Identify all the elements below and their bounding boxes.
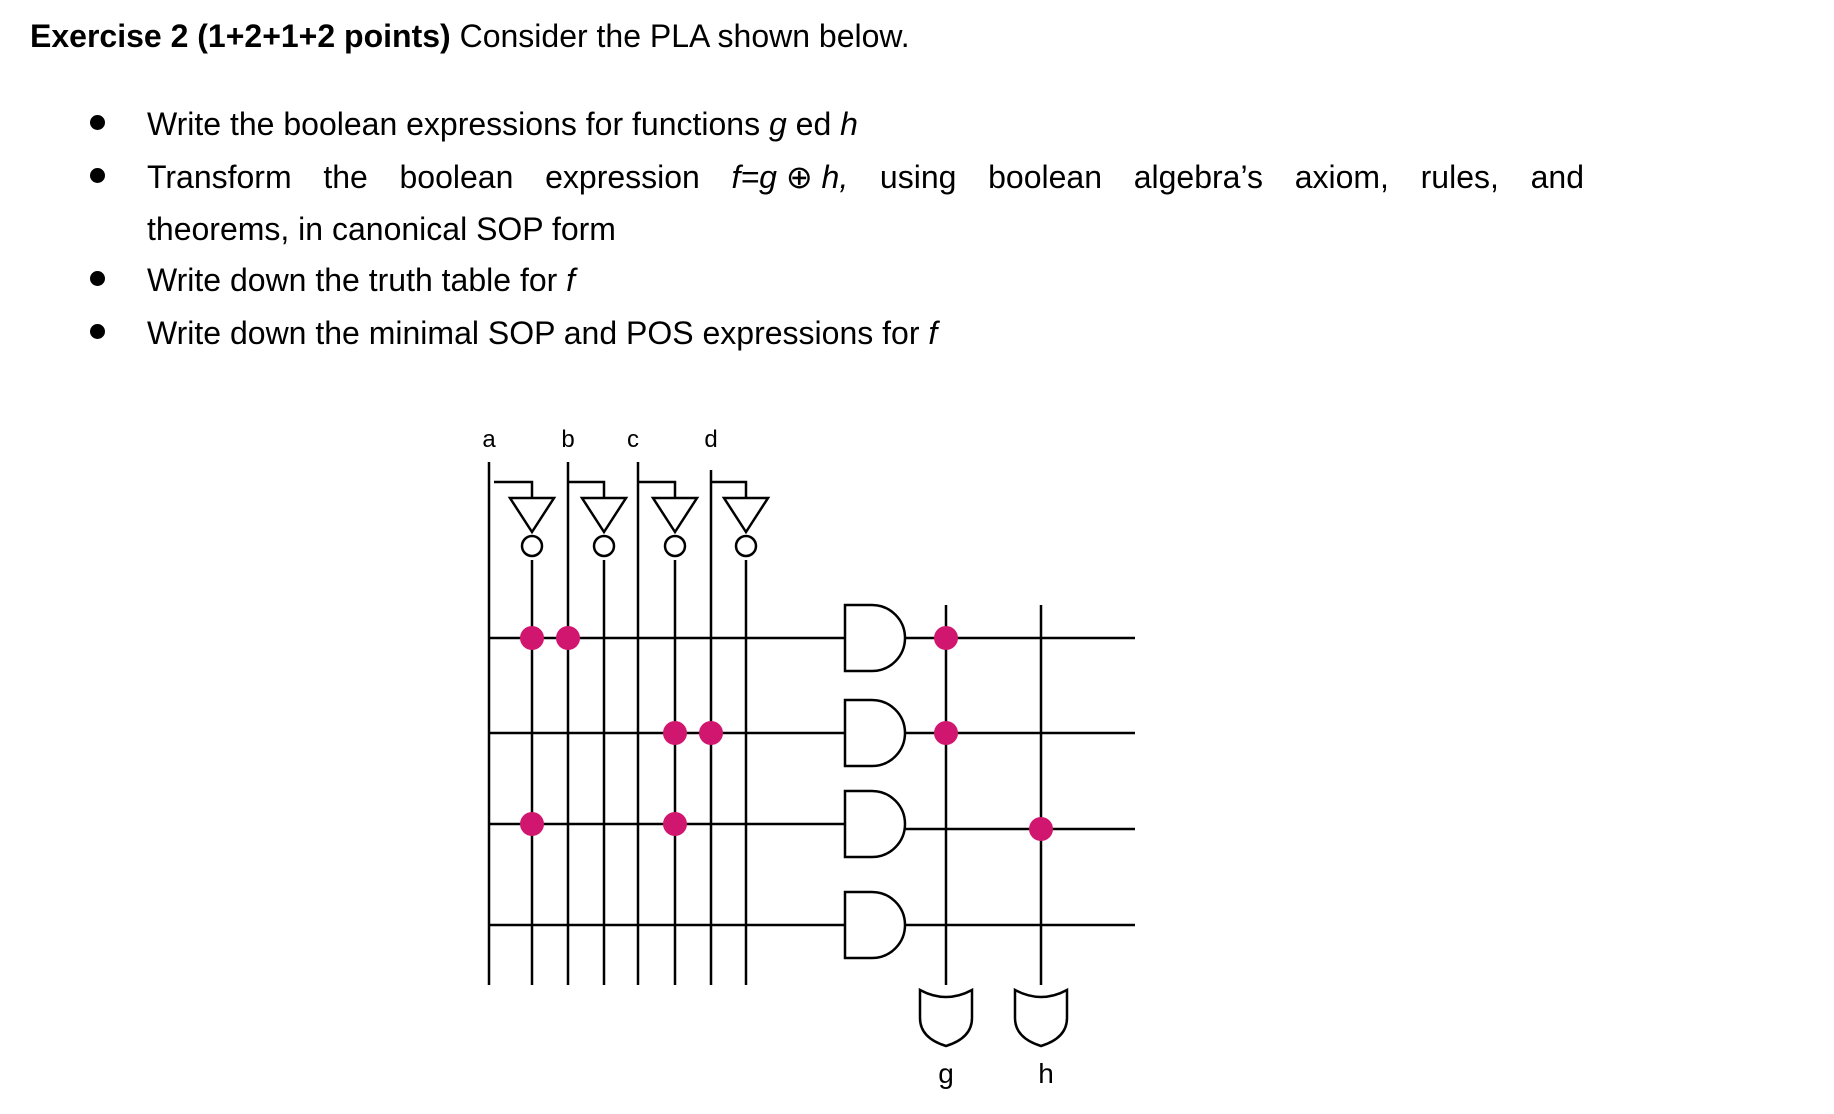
connection-dot — [934, 626, 958, 650]
task-1-var-g: g — [768, 106, 787, 142]
task-text-2: Transform the boolean expression f=g ⊕ h… — [147, 151, 1584, 255]
task-2-word: Transform — [147, 159, 292, 195]
task-3-var-f: f — [566, 262, 576, 298]
or-gate-h — [1013, 987, 1069, 1048]
inverter-branch-d — [711, 480, 748, 498]
task-2-word: expression — [545, 159, 700, 195]
input-label-c: c — [627, 426, 639, 453]
connection-dot — [1029, 817, 1053, 841]
inverter-b — [579, 496, 629, 558]
task-4-var-f: f — [928, 315, 938, 351]
connection-dot — [520, 812, 544, 836]
task-2-word: the — [323, 159, 368, 195]
or-gate-g — [918, 987, 974, 1048]
and-gate-3 — [843, 789, 907, 859]
task-item-3: Write down the truth table for f — [0, 254, 1834, 307]
task-2-word: boolean — [988, 159, 1102, 195]
task-2-word: boolean — [399, 159, 514, 195]
inverter-branch-c — [638, 480, 677, 498]
inverter-branch-b — [568, 480, 606, 498]
input-label-b: b — [561, 426, 574, 453]
task-2-word: and — [1530, 159, 1584, 195]
task-item-1: Write the boolean expressions for functi… — [0, 98, 1834, 151]
task-3-text: Write down the truth table for — [147, 262, 567, 298]
task-2-word: algebra’s — [1133, 159, 1263, 195]
connection-dot — [663, 812, 687, 836]
exercise-title: Exercise 2 (1+2+1+2 points) Consider the… — [30, 18, 910, 55]
input-label-a: a — [482, 426, 496, 453]
connection-dot — [934, 721, 958, 745]
connection-dot — [520, 626, 544, 650]
exercise-title-bold: Exercise 2 (1+2+1+2 points) — [30, 18, 451, 54]
task-4-text: Write down the minimal SOP and POS expre… — [147, 315, 929, 351]
task-text-3: Write down the truth table for f — [147, 254, 575, 306]
and-gate-2 — [843, 698, 907, 768]
bullet-dot — [90, 168, 105, 183]
bullet-dot — [90, 271, 105, 286]
connection-dot — [663, 721, 687, 745]
task-text-1: Write the boolean expressions for functi… — [147, 98, 858, 150]
inverter-c — [650, 496, 700, 558]
output-label-g: g — [938, 1058, 954, 1089]
task-2-word: axiom, — [1294, 159, 1389, 195]
task-1-text-mid: ed — [786, 106, 841, 142]
and-gate-1 — [843, 603, 907, 673]
bullet-dot — [90, 115, 105, 130]
exercise-title-rest: Consider the PLA shown below. — [450, 18, 910, 54]
task-2-expression: f=g ⊕ h, — [731, 159, 849, 195]
task-2-word: using — [879, 159, 957, 195]
task-2-line-2: theorems, in canonical SOP form — [147, 211, 616, 247]
task-1-text: Write the boolean expressions for functi… — [147, 106, 769, 142]
output-label-h: h — [1038, 1058, 1054, 1089]
bullet-dot — [90, 324, 105, 339]
inverter-branch-a — [494, 480, 534, 498]
task-2-word: rules, — [1420, 159, 1499, 195]
connection-dot — [556, 626, 580, 650]
task-2-line-1: Transform the boolean expression f=g ⊕ h… — [147, 151, 1584, 203]
task-item-2: Transform the boolean expression f=g ⊕ h… — [0, 151, 1834, 254]
inverter-a — [507, 496, 557, 558]
task-text-4: Write down the minimal SOP and POS expre… — [147, 307, 937, 359]
and-gate-4 — [843, 890, 907, 960]
inverter-d — [721, 496, 771, 558]
task-1-var-h: h — [840, 106, 858, 142]
input-label-d: d — [704, 426, 717, 453]
task-item-4: Write down the minimal SOP and POS expre… — [0, 307, 1834, 360]
task-list: Write the boolean expressions for functi… — [0, 98, 1834, 360]
connection-dot — [699, 721, 723, 745]
